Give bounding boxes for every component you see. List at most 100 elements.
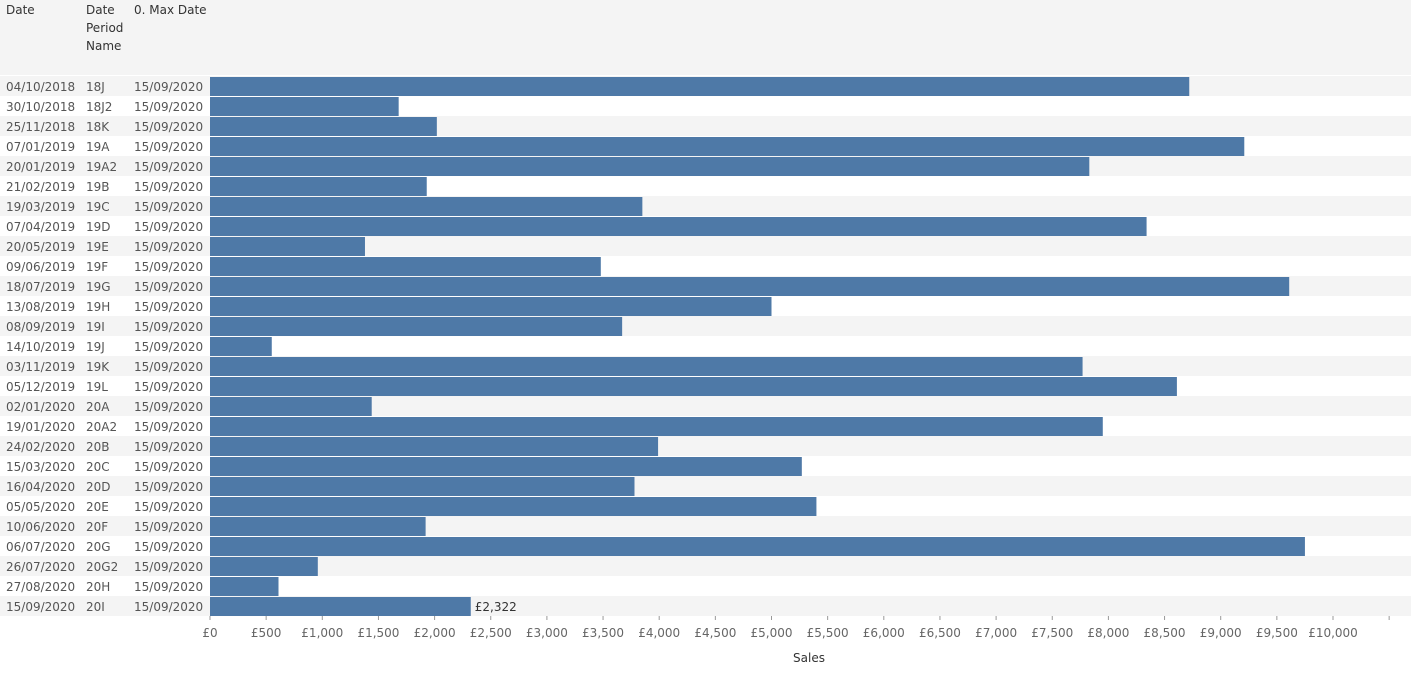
row-date-label: 05/12/2019 bbox=[6, 380, 75, 394]
row-max-date-label: 15/09/2020 bbox=[134, 100, 203, 114]
x-tick-label: £500 bbox=[251, 626, 282, 640]
row-date-label: 24/02/2020 bbox=[6, 440, 75, 454]
row-date-label: 25/11/2018 bbox=[6, 120, 75, 134]
row-period-label: 19F bbox=[86, 260, 108, 274]
x-tick-label: £2,000 bbox=[414, 626, 456, 640]
row-date-label: 04/10/2018 bbox=[6, 80, 75, 94]
x-tick-label: £1,000 bbox=[301, 626, 343, 640]
sales-bar bbox=[210, 597, 471, 616]
row-period-label: 18J2 bbox=[86, 100, 112, 114]
row-date-label: 13/08/2019 bbox=[6, 300, 75, 314]
row-date-label: 15/03/2020 bbox=[6, 460, 75, 474]
row-max-date-label: 15/09/2020 bbox=[134, 300, 203, 314]
row-max-date-label: 15/09/2020 bbox=[134, 180, 203, 194]
sales-bar bbox=[210, 397, 372, 416]
sales-bar bbox=[210, 457, 802, 476]
row-max-date-label: 15/09/2020 bbox=[134, 240, 203, 254]
period-column-header: Date Period Name bbox=[86, 3, 124, 53]
x-tick-label: £4,000 bbox=[638, 626, 680, 640]
row-period-label: 20C bbox=[86, 460, 110, 474]
row-max-date-label: 15/09/2020 bbox=[134, 320, 203, 334]
row-date-label: 03/11/2019 bbox=[6, 360, 75, 374]
row-period-label: 19D bbox=[86, 220, 111, 234]
x-tick-label: £7,000 bbox=[975, 626, 1017, 640]
row-date-label: 06/07/2020 bbox=[6, 540, 75, 554]
bar-value-label: £2,322 bbox=[475, 600, 517, 614]
row-period-label: 20D bbox=[86, 480, 111, 494]
row-period-label: 19E bbox=[86, 240, 109, 254]
row-max-date-label: 15/09/2020 bbox=[134, 160, 203, 174]
row-period-label: 20A2 bbox=[86, 420, 117, 434]
row-period-label: 19H bbox=[86, 300, 110, 314]
row-max-date-label: 15/09/2020 bbox=[134, 260, 203, 274]
x-tick-label: £3,000 bbox=[526, 626, 568, 640]
row-date-label: 26/07/2020 bbox=[6, 560, 75, 574]
row-max-date-label: 15/09/2020 bbox=[134, 460, 203, 474]
sales-bar bbox=[210, 117, 437, 136]
sales-bar bbox=[210, 217, 1147, 236]
row-max-date-label: 15/09/2020 bbox=[134, 400, 203, 414]
row-date-label: 20/01/2019 bbox=[6, 160, 75, 174]
row-max-date-label: 15/09/2020 bbox=[134, 120, 203, 134]
sales-bar bbox=[210, 257, 601, 276]
row-date-label: 19/03/2019 bbox=[6, 200, 75, 214]
row-date-label: 20/05/2019 bbox=[6, 240, 75, 254]
sales-bar bbox=[210, 97, 399, 116]
row-period-label: 20E bbox=[86, 500, 109, 514]
x-tick-label: £9,500 bbox=[1256, 626, 1298, 640]
row-max-date-label: 15/09/2020 bbox=[134, 200, 203, 214]
row-period-label: 19B bbox=[86, 180, 110, 194]
row-date-label: 08/09/2019 bbox=[6, 320, 75, 334]
x-tick-label: £0 bbox=[202, 626, 217, 640]
row-date-label: 14/10/2019 bbox=[6, 340, 75, 354]
x-tick-label: £8,000 bbox=[1087, 626, 1129, 640]
row-date-label: 02/01/2020 bbox=[6, 400, 75, 414]
row-date-label: 07/01/2019 bbox=[6, 140, 75, 154]
row-max-date-label: 15/09/2020 bbox=[134, 280, 203, 294]
row-period-label: 19I bbox=[86, 320, 105, 334]
row-max-date-label: 15/09/2020 bbox=[134, 560, 203, 574]
row-date-label: 10/06/2020 bbox=[6, 520, 75, 534]
x-tick-label: £1,500 bbox=[357, 626, 399, 640]
x-tick-label: £3,500 bbox=[582, 626, 624, 640]
sales-bar bbox=[210, 377, 1177, 396]
row-period-label: 19K bbox=[86, 360, 110, 374]
row-date-label: 15/09/2020 bbox=[6, 600, 75, 614]
max-date-column-header: 0. Max Date bbox=[134, 3, 207, 17]
sales-bar bbox=[210, 417, 1103, 436]
x-tick-label: £5,500 bbox=[807, 626, 849, 640]
row-period-label: 20I bbox=[86, 600, 105, 614]
sales-bar bbox=[210, 277, 1290, 296]
row-max-date-label: 15/09/2020 bbox=[134, 380, 203, 394]
x-tick-label: £10,000 bbox=[1308, 626, 1358, 640]
row-period-label: 19C bbox=[86, 200, 110, 214]
sales-bar bbox=[210, 137, 1245, 156]
x-tick-label: £9,000 bbox=[1200, 626, 1242, 640]
row-max-date-label: 15/09/2020 bbox=[134, 80, 203, 94]
row-period-label: 18K bbox=[86, 120, 110, 134]
row-date-label: 09/06/2019 bbox=[6, 260, 75, 274]
row-band bbox=[0, 556, 1411, 576]
row-period-label: 19A2 bbox=[86, 160, 117, 174]
sales-bar bbox=[210, 517, 426, 536]
row-max-date-label: 15/09/2020 bbox=[134, 360, 203, 374]
sales-bar bbox=[210, 557, 318, 576]
x-tick-label: £6,500 bbox=[919, 626, 961, 640]
sales-bar bbox=[210, 77, 1190, 96]
row-date-label: 21/02/2019 bbox=[6, 180, 75, 194]
row-date-label: 19/01/2020 bbox=[6, 420, 75, 434]
row-period-label: 19G bbox=[86, 280, 111, 294]
row-period-label: 20G bbox=[86, 540, 111, 554]
row-max-date-label: 15/09/2020 bbox=[134, 600, 203, 614]
sales-bar bbox=[210, 437, 659, 456]
row-date-label: 16/04/2020 bbox=[6, 480, 75, 494]
row-period-label: 20A bbox=[86, 400, 110, 414]
x-axis-title: Sales bbox=[793, 651, 825, 665]
x-tick-label: £2,500 bbox=[470, 626, 512, 640]
row-period-label: 19J bbox=[86, 340, 105, 354]
x-tick-label: £5,000 bbox=[751, 626, 793, 640]
header-band bbox=[0, 0, 1411, 75]
x-tick-label: £8,500 bbox=[1144, 626, 1186, 640]
row-date-label: 27/08/2020 bbox=[6, 580, 75, 594]
